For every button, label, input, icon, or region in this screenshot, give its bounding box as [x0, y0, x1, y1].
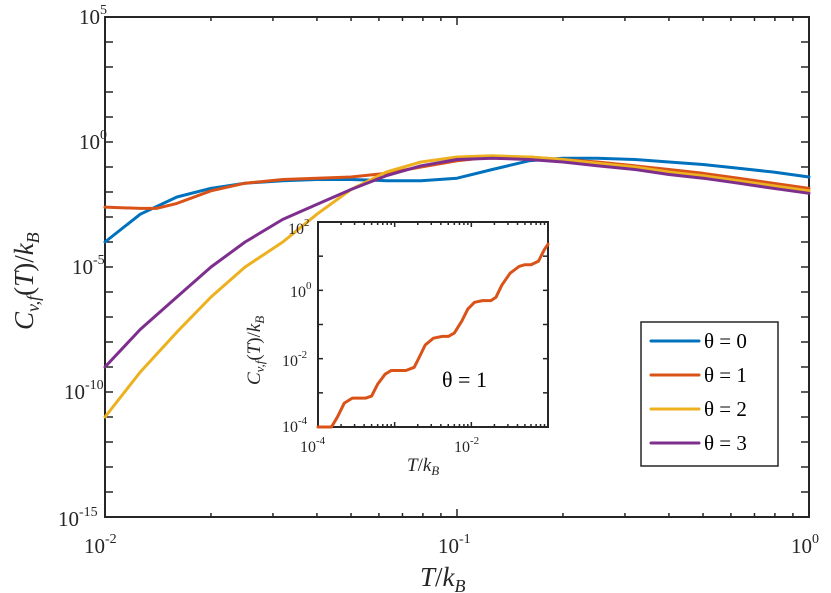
legend-label-theta1: θ = 1 [704, 363, 747, 387]
inset-x-tick-label-1e-4: 10-4 [300, 435, 326, 456]
x-axis-label: T/kB [420, 562, 466, 593]
inset-y-tick-label-1e2: 102 [288, 217, 310, 238]
inset-series-line-0 [316, 242, 550, 429]
inset-x-tick-label-1e-2: 10-2 [454, 435, 479, 456]
inset-y-axis-label: Cv,f(T)/kB [244, 316, 267, 385]
y-tick-label-1e5: 105 [79, 3, 107, 29]
main-series-line-0 [103, 156, 811, 244]
y-tick-label-1e-5: 10-5 [72, 253, 105, 279]
x-tick-label-1e-2: 10-2 [84, 532, 117, 558]
legend: θ = 0 θ = 1 θ = 2 θ = 3 [640, 321, 779, 467]
main-tick-marks [104, 16, 810, 518]
inset-y-tick-label-1e-2: 10-2 [282, 349, 307, 370]
inset-plot: 102 100 10-2 10-4 10-4 10-2 T/kB Cv,f(T)… [244, 217, 550, 478]
y-tick-label-1e0: 100 [79, 128, 107, 154]
x-tick-label-1e0: 100 [791, 532, 819, 558]
inset-axes-frame [317, 221, 549, 428]
y-tick-label-1e-10: 10-10 [64, 378, 104, 404]
inset-series-group [316, 242, 550, 429]
x-tick-label-1e-1: 10-1 [438, 532, 471, 558]
y-axis-label: Cv,f(T)/kB [9, 232, 43, 330]
legend-label-theta3: θ = 3 [704, 431, 747, 455]
y-tick-label-1e-15: 10-15 [58, 505, 98, 531]
inset-tick-marks [317, 221, 549, 428]
legend-label-theta0: θ = 0 [704, 329, 747, 353]
legend-label-theta2: θ = 2 [704, 397, 747, 421]
inset-annotation: θ = 1 [442, 367, 487, 392]
main-series-line-3 [103, 156, 811, 369]
inset-y-tick-label-1e-4: 10-4 [282, 415, 308, 436]
inset-y-tick-label-1e0: 100 [290, 280, 312, 301]
inset-x-axis-label: T/kB [407, 455, 439, 478]
main-series-line-2 [103, 154, 811, 419]
main-plot: 10-15 10-10 10-5 100 105 10-2 10-1 100 T… [9, 3, 819, 593]
main-series-group [103, 154, 811, 419]
